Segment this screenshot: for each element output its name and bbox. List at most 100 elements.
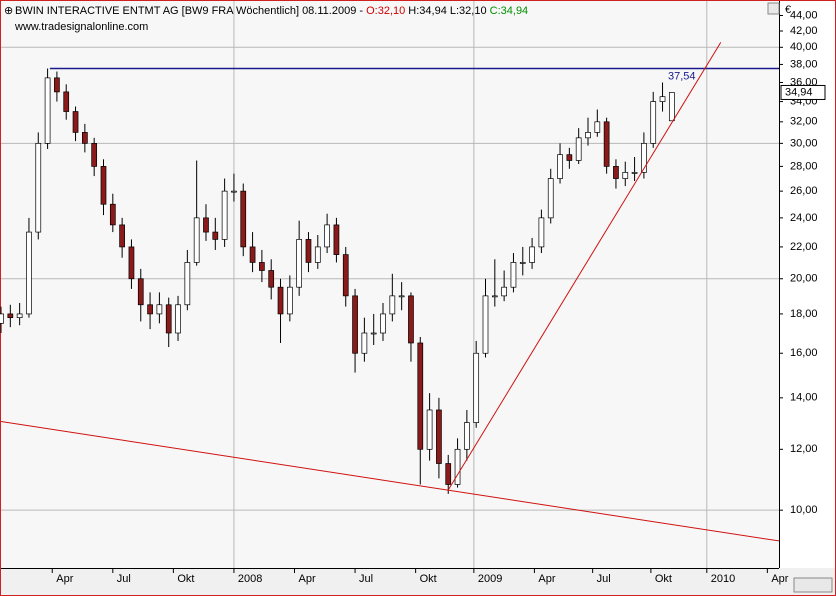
candle-body [454,448,461,485]
candle-body [324,224,330,248]
candle-body [398,295,405,298]
candle-body [566,154,573,161]
candle-body [0,313,4,324]
x-tick-label: Apr [538,573,555,585]
candle-body [26,231,32,315]
candle-body [622,172,629,179]
candle-body [268,270,275,288]
candle-body [464,422,470,450]
y-tick-label: 16,00 [790,347,818,359]
x-tick-label: Apr [298,573,315,585]
candle-body [147,304,153,315]
y-tick-label: 12,00 [790,443,818,455]
candle-body [91,143,98,167]
candle-body [231,190,237,193]
candle-body [603,121,610,167]
candle-body [193,217,200,263]
candle-body [370,332,377,335]
candle-body [109,203,116,226]
last-price-label: 34,94 [785,86,813,98]
candle-body [473,352,480,423]
candle-body [482,295,489,354]
candle-body [175,304,181,334]
candle-body [380,313,386,334]
candle-body [119,224,125,248]
candle-body [203,217,209,233]
level-label: 37,54 [668,70,696,82]
candle-body [529,246,535,263]
y-tick-label: 26,00 [790,185,818,197]
candle-body [417,342,424,450]
candle-body [613,166,619,179]
candle-body [72,111,79,133]
candle-body [63,91,70,112]
candle-body [7,313,14,319]
x-tick-label: Apr [771,573,788,585]
plot-area [1,1,779,568]
candle-body [631,172,638,174]
candle-body [16,313,23,319]
trendline [447,42,722,491]
candle-body [510,262,517,288]
candle-body [557,154,563,179]
x-tick-label: Jul [117,573,131,585]
title-part: L:32,10 [447,5,487,17]
y-tick-label: 18,00 [790,308,818,320]
candle-body [240,190,247,248]
candle-body [296,239,303,288]
candle-body [519,262,526,264]
chart-subtitle: www.tradesignalonline.com [14,21,148,33]
candle-body [156,304,163,315]
candle-body [491,295,498,298]
candle-body [128,246,135,280]
y-tick-label: 28,00 [790,160,818,172]
x-tick-label: Jul [597,573,611,585]
y-tick-label: 14,00 [790,392,818,404]
y-tick-label: 42,00 [790,25,818,37]
candle-body [352,295,358,354]
x-tick-label: 2009 [478,573,502,585]
candle-body [259,262,265,271]
candle-body [333,224,340,255]
y-tick-label: 38,00 [790,58,818,70]
title-part: BWIN INTERACTIVE ENTMT AG [BW9 FRA Wöche… [15,5,366,17]
candle-body [277,286,284,315]
candle-body [641,143,647,173]
candle-body [314,246,321,263]
candle-body [585,132,591,139]
candle-body [286,286,293,315]
candle-body [669,92,675,122]
menu-button[interactable] [767,2,780,15]
candle-body [305,239,312,263]
trendline [1,421,779,542]
candle-body [445,463,452,485]
title-part: C:34,94 [487,5,529,17]
candle-body [342,254,349,297]
candle-body [221,190,228,240]
candle-body [538,217,545,248]
candle-body [361,332,368,354]
candle-body [54,77,60,93]
y-tick-label: 20,00 [790,273,818,285]
y-tick-label: 30,00 [790,137,818,149]
x-tick-label: Okt [177,573,194,585]
y-tick-label: 24,00 [790,212,818,224]
y-tick-label: 40,00 [790,41,818,53]
candle-body [594,121,601,133]
symbol-icon: ⊕ [4,5,13,17]
chart-title: BWIN INTERACTIVE ENTMT AG [BW9 FRA Wöche… [15,5,528,17]
candle-body [575,137,582,161]
y-tick-label: 44,00 [790,9,818,21]
candle-body [389,295,396,315]
candle-body [184,262,191,306]
x-tick-label: 2010 [711,573,735,585]
candle-body [650,101,657,144]
title-part: O:32,10 [366,5,405,17]
y-tick-label: 22,00 [790,241,818,253]
currency: € [785,4,791,16]
candle-body [249,246,256,263]
scroll-button[interactable] [793,577,833,593]
candle-body [547,178,554,219]
candle-body [82,132,88,144]
